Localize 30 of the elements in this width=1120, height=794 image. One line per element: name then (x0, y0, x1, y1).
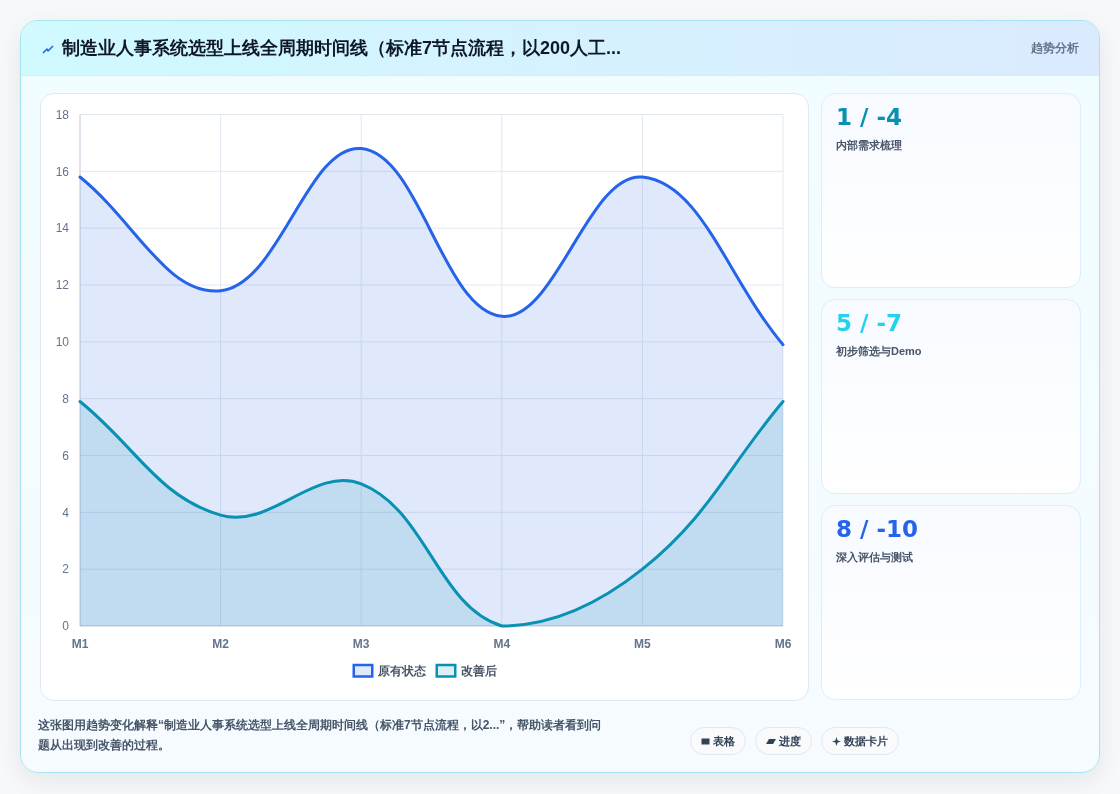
y-tick-label: 10 (55, 335, 70, 350)
text: 表格 (713, 733, 735, 749)
text: 深入评估与测试 (836, 550, 913, 565)
text: 这张图用趋势变化解释“制造业人事系统选型上线全周期时间线（标准7节点流程，以2...”，帮助读者看到问题从出现到改善的过程。 (38, 717, 603, 754)
y-tick-label: 4 (62, 505, 70, 520)
text: 数据卡片 (844, 733, 888, 749)
y-tick-label: 16 (55, 164, 70, 179)
x-tick-label: M4 (493, 637, 511, 651)
y-tick-label: 0 (62, 619, 70, 634)
x-tick-label: M6 (774, 637, 792, 651)
y-tick-label: 12 (55, 278, 70, 293)
chart-title: 制造业人事系统选型上线全周期时间线（标准7节点流程，以200人工... (62, 37, 622, 60)
y-tick-label: 18 (55, 107, 70, 122)
x-tick-label: M2 (212, 637, 230, 651)
text: 内部需求梳理 (836, 138, 902, 153)
text: 5 / -7 (836, 310, 902, 336)
x-tick-label: M5 (634, 637, 652, 651)
text: 8 / -10 (836, 516, 918, 542)
x-tick-label: M3 (352, 637, 370, 651)
y-tick-label: 6 (62, 448, 70, 463)
text: 趋势分析 (1031, 40, 1079, 57)
x-tick-label: M1 (71, 637, 89, 651)
text: 1 / -4 (836, 104, 902, 130)
y-tick-label: 2 (62, 562, 70, 577)
text: 进度 (779, 733, 801, 749)
y-tick-label: 8 (62, 391, 70, 406)
legend-label: 改善后 (460, 664, 497, 679)
legend-label: 原有状态 (376, 664, 427, 679)
y-tick-label: 14 (55, 221, 70, 236)
text: 初步筛选与Demo (836, 344, 922, 359)
